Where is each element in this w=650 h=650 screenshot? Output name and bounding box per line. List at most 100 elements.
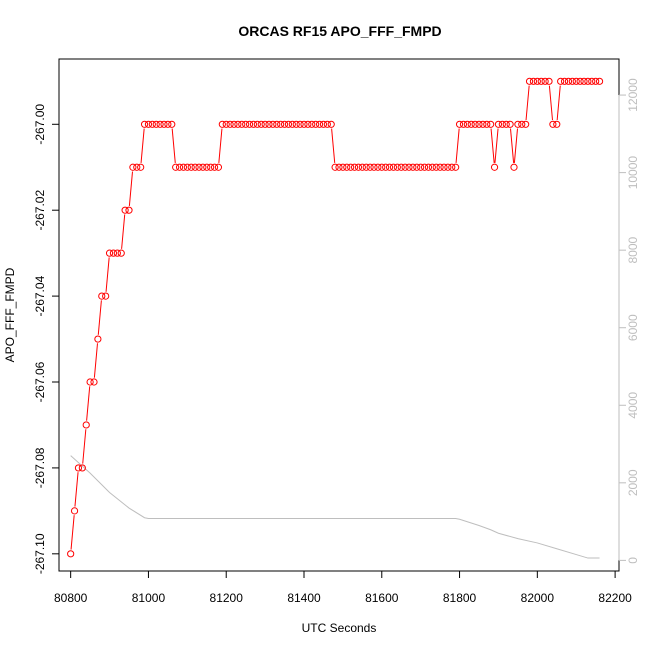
data-point	[393, 163, 401, 171]
x-tick-label: 81400	[287, 591, 321, 605]
data-point	[510, 163, 518, 171]
data-point	[191, 163, 199, 171]
data-point	[417, 163, 425, 171]
data-point	[502, 120, 510, 128]
data-point	[70, 507, 79, 515]
data-point	[588, 77, 596, 85]
data-point	[401, 163, 409, 171]
data-point	[125, 206, 133, 214]
data-point	[67, 550, 75, 558]
data-point	[448, 163, 456, 171]
red-series-segment	[74, 472, 79, 507]
red-series-segment	[121, 214, 126, 249]
data-point	[288, 120, 296, 128]
data-point	[90, 378, 98, 386]
data-point	[428, 163, 436, 171]
data-point	[389, 163, 398, 171]
data-point	[459, 120, 468, 128]
red-series-segment	[82, 429, 87, 464]
data-point	[595, 77, 604, 85]
data-point	[304, 120, 312, 128]
data-point	[471, 120, 479, 128]
data-point	[557, 77, 565, 85]
data-point	[362, 163, 370, 171]
chart-title: ORCAS RF15 APO_FFF_FMPD	[238, 23, 441, 39]
data-point	[487, 120, 495, 128]
data-point	[164, 120, 172, 128]
right-y-tick-label: 12000	[626, 78, 640, 112]
data-point	[385, 163, 394, 171]
data-point	[183, 163, 191, 171]
data-point	[350, 163, 359, 171]
x-tick-label: 80800	[54, 591, 88, 605]
data-point	[358, 163, 366, 171]
data-point	[168, 120, 176, 128]
y-tick-label: -267.08	[33, 447, 47, 488]
data-point	[249, 120, 258, 128]
data-point	[113, 249, 121, 257]
data-point	[490, 163, 499, 171]
data-point	[315, 120, 324, 128]
data-point	[568, 77, 576, 85]
data-point	[261, 120, 269, 128]
data-point	[413, 163, 421, 171]
right-y-tick-label: 0	[626, 557, 640, 564]
data-point	[576, 77, 584, 85]
y-axis-label: APO_FFF_FMPD	[3, 267, 17, 362]
data-point	[265, 120, 273, 128]
data-point	[354, 163, 363, 171]
data-point	[137, 163, 145, 171]
data-point	[148, 120, 156, 128]
data-point	[339, 163, 347, 171]
data-point	[86, 378, 94, 386]
data-point	[409, 163, 417, 171]
data-point	[105, 249, 114, 257]
data-point	[366, 163, 374, 171]
data-point	[175, 163, 184, 171]
data-point	[506, 120, 514, 128]
data-point	[397, 163, 405, 171]
data-point	[179, 163, 188, 171]
data-point	[405, 163, 413, 171]
data-point	[203, 163, 211, 171]
data-point	[78, 464, 86, 472]
y-tick-label: -267.10	[33, 533, 47, 574]
data-point	[269, 120, 277, 128]
data-point	[226, 120, 234, 128]
red-series-segment	[86, 386, 91, 421]
data-point	[253, 120, 261, 128]
right-y-tick-label: 2000	[626, 469, 640, 496]
data-point	[514, 120, 522, 128]
data-point	[187, 163, 195, 171]
data-point	[300, 120, 308, 128]
data-point	[210, 163, 219, 171]
data-point	[296, 120, 304, 128]
data-point	[238, 120, 246, 128]
red-series-segment	[331, 128, 336, 164]
red-series-segment	[97, 300, 102, 335]
x-tick-label: 81800	[443, 591, 477, 605]
data-point	[280, 120, 289, 128]
data-point	[343, 163, 351, 171]
data-point	[522, 120, 530, 128]
data-point	[117, 249, 125, 257]
x-tick-label: 81000	[132, 591, 166, 605]
y-tick-label: -267.00	[33, 104, 47, 145]
right-y-axis: 0 2000 4000 6000 8000 10000 12000	[618, 78, 640, 564]
x-tick-label: 81600	[365, 591, 399, 605]
data-point	[553, 120, 561, 128]
x-axis: 80800 81000 81200 81400 81600 81800 82000 82200	[54, 570, 632, 605]
data-point	[518, 120, 526, 128]
data-point	[347, 163, 355, 171]
red-series-segment	[490, 128, 495, 164]
y-tick-label: -267.06	[33, 361, 47, 402]
data-point	[374, 163, 382, 171]
data-point	[160, 120, 168, 128]
data-point	[549, 120, 557, 128]
data-point	[494, 120, 503, 128]
red-series-segment	[510, 128, 515, 164]
data-point	[273, 120, 281, 128]
data-point	[455, 120, 464, 128]
red-series-segment	[218, 128, 223, 164]
